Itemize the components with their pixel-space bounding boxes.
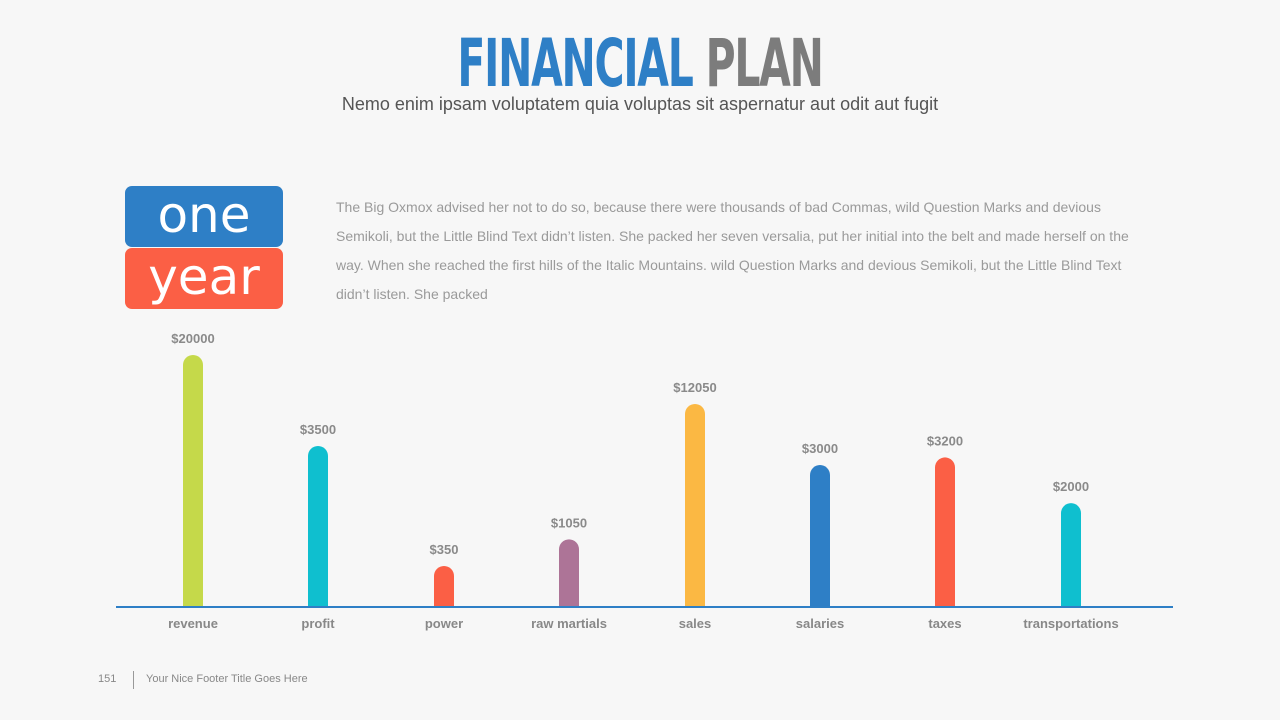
value-label: $350 xyxy=(430,542,459,557)
category-label: sales xyxy=(679,616,712,631)
badge-one: one xyxy=(125,186,283,247)
title-financial: FINANCIAL xyxy=(457,25,693,102)
bar-raw-martials xyxy=(559,539,579,616)
category-label: revenue xyxy=(168,616,218,631)
category-label: power xyxy=(425,616,463,631)
value-label: $12050 xyxy=(673,380,716,395)
value-label: $20000 xyxy=(171,331,214,346)
bar-revenue xyxy=(183,355,203,616)
footer-divider xyxy=(133,671,134,689)
bar-taxes xyxy=(935,457,955,616)
value-label: $2000 xyxy=(1053,479,1089,494)
category-label: taxes xyxy=(928,616,961,631)
body-paragraph: The Big Oxmox advised her not to do so, … xyxy=(336,199,1129,302)
bar-profit xyxy=(308,446,328,616)
baseline-mask xyxy=(116,608,1173,618)
slide-title: FINANCIAL PLAN xyxy=(243,26,1037,102)
category-label: transportations xyxy=(1023,616,1118,631)
bar-salaries xyxy=(810,465,830,616)
bar-power xyxy=(434,566,454,616)
badge-year: year xyxy=(125,248,283,309)
category-label: profit xyxy=(301,616,335,631)
footer-title: Your Nice Footer Title Goes Here xyxy=(146,673,308,685)
value-label: $3000 xyxy=(802,441,838,456)
slide-subtitle: Nemo enim ipsam voluptatem quia voluptas… xyxy=(341,94,939,114)
value-label: $3500 xyxy=(300,422,336,437)
category-label: raw martials xyxy=(531,616,607,631)
bar-sales xyxy=(685,404,705,616)
value-label: $1050 xyxy=(551,515,587,530)
footer-page-number: 151 xyxy=(98,673,117,685)
category-label: salaries xyxy=(796,616,844,631)
value-label: $3200 xyxy=(927,433,963,448)
title-plan: PLAN xyxy=(705,25,824,102)
bar-transportations xyxy=(1061,503,1081,616)
